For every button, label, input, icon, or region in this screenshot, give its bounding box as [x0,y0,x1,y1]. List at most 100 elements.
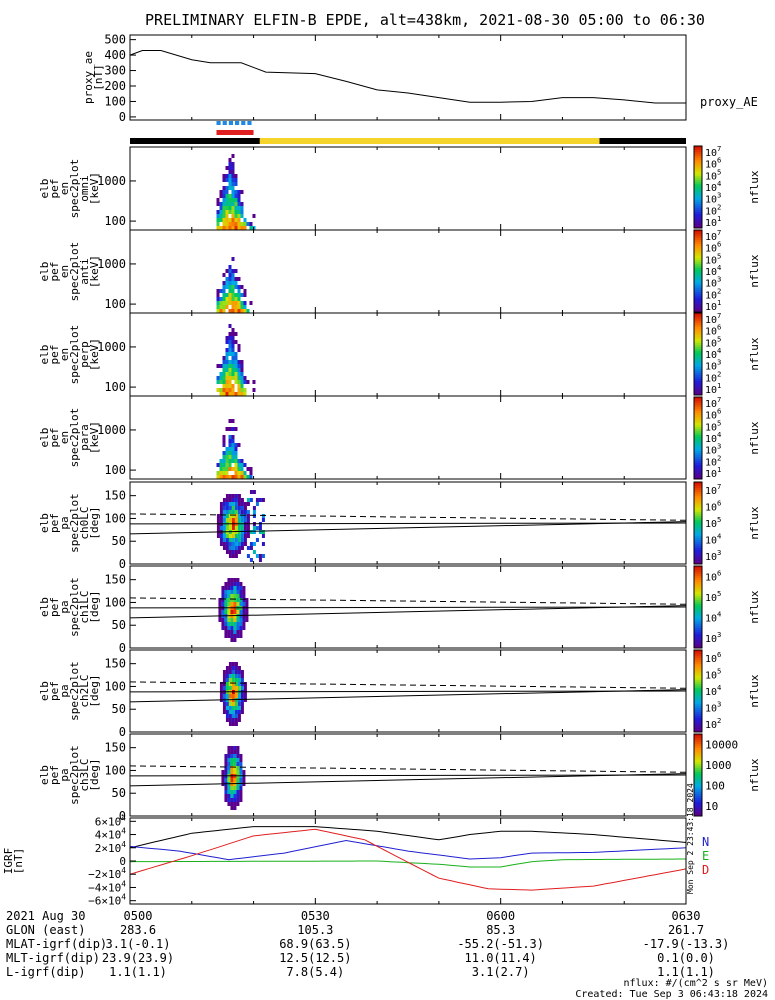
spectrogram-cell [239,586,243,590]
spectrogram-cell [240,510,244,514]
colorbar-swatch [694,758,702,760]
spectrogram-cell [231,451,235,455]
spectrogram-cell [225,356,229,360]
spectrogram-cell [219,214,223,218]
footer-value: 85.3 [486,923,515,937]
y-label-line: en [58,431,71,444]
colorbar-swatch [694,315,702,317]
colorbar-swatch [694,339,702,341]
spectrogram-cell [233,762,237,766]
spectrogram-cell [233,618,237,622]
spectrogram-cell [239,778,243,782]
spectrogram-cell [231,678,235,682]
spectrogram-cell [224,594,228,598]
colorbar-swatch [694,740,702,742]
colorbar-swatch [694,192,702,194]
spectrogram-cell [239,610,243,614]
spectrogram-cell [237,538,241,542]
spectrogram-cell [236,750,240,754]
colorbar-swatch [694,668,702,670]
spectrogram-cell [227,630,231,634]
spectrogram-cell [236,582,240,586]
colorbar-swatch [694,367,702,369]
spectrogram-cell [219,289,223,293]
y-axis-label: IGRF[nT] [2,848,25,875]
spectrogram-cell [233,594,237,598]
colorbar-tick: 104 [705,179,721,194]
spectrogram-cell [216,526,220,530]
y-label-line: pef [48,179,61,199]
spectrogram-cell [230,790,234,794]
colorbar-swatch [694,686,702,688]
spectrogram-cell [240,372,244,376]
spectrogram-cell [246,554,250,558]
colorbar-swatch [694,176,702,178]
spectrogram-cell [225,546,229,550]
spectrogram-cell [225,348,229,352]
spectrogram-cell [224,778,228,782]
spectrogram-cell [227,622,231,626]
spectrogram-cell [231,494,235,498]
loss-cone-line [129,521,687,535]
spectrogram-cell [234,297,238,301]
colorbar-swatch [694,363,702,365]
spectrogram-cell [234,356,238,360]
colorbar-swatch [694,190,702,192]
colorbar-swatch [694,792,702,794]
spectrogram-cell [228,463,232,467]
spectrogram-cell [234,670,238,674]
spectrogram-cell [228,459,232,463]
spectrogram-cell [225,670,229,674]
colorbar-swatch [694,469,702,471]
spectrogram-cell [222,210,226,214]
spectrogram-cell [261,554,265,558]
y-label-line: pa [58,516,71,529]
colorbar-swatch [694,449,702,451]
spectrogram-cell [216,218,220,222]
spectrogram-cell [221,594,225,598]
spectrogram-cell [228,202,232,206]
colorbar-label: nflux [748,254,761,287]
spectrogram-cell [240,698,244,702]
colorbar-swatch [694,258,702,260]
y-tick-label: 2×104 [95,840,127,855]
colorbar-swatch [694,796,702,798]
footer-value: 3.1(2.7) [472,965,530,979]
colorbar-swatch [694,224,702,226]
colorbar-swatch [694,415,702,417]
colorbar-swatch [694,321,702,323]
colorbar-swatch [694,788,702,790]
spectrogram-cell [233,754,237,758]
spectrogram-cell [231,534,235,538]
colorbar-swatch [694,242,702,244]
spectrogram-cell [239,758,243,762]
spectrogram-cell [228,502,232,506]
colorbar-swatch [694,343,702,345]
spectrogram-cell [231,273,235,277]
spectrogram-cell [237,459,241,463]
spectrogram-cell [243,538,247,542]
spectrogram-cell [225,214,229,218]
spectrogram-cell [222,502,226,506]
spectrogram-cell [216,471,220,475]
colorbar-label: nflux [748,758,761,791]
spectrogram-cell [231,348,235,352]
colorbar-swatch [694,220,702,222]
spectrogram-cell [233,590,237,594]
spectrogram-cell [237,526,241,530]
spectrogram-cell [239,798,243,802]
spectrogram-cell [225,305,229,309]
colorbar-swatch [694,427,702,429]
colorbar-swatch [694,736,702,738]
colorbar-swatch [694,333,702,335]
spectrogram-cell [236,626,240,630]
spectrogram-cell [216,475,220,479]
spectrogram-cell [234,502,238,506]
colorbar-swatch [694,586,702,588]
spectrogram-cell [249,475,253,479]
colorbar-swatch [694,232,702,234]
spectrogram-cell [231,328,235,332]
spectrogram-cell [228,265,232,269]
